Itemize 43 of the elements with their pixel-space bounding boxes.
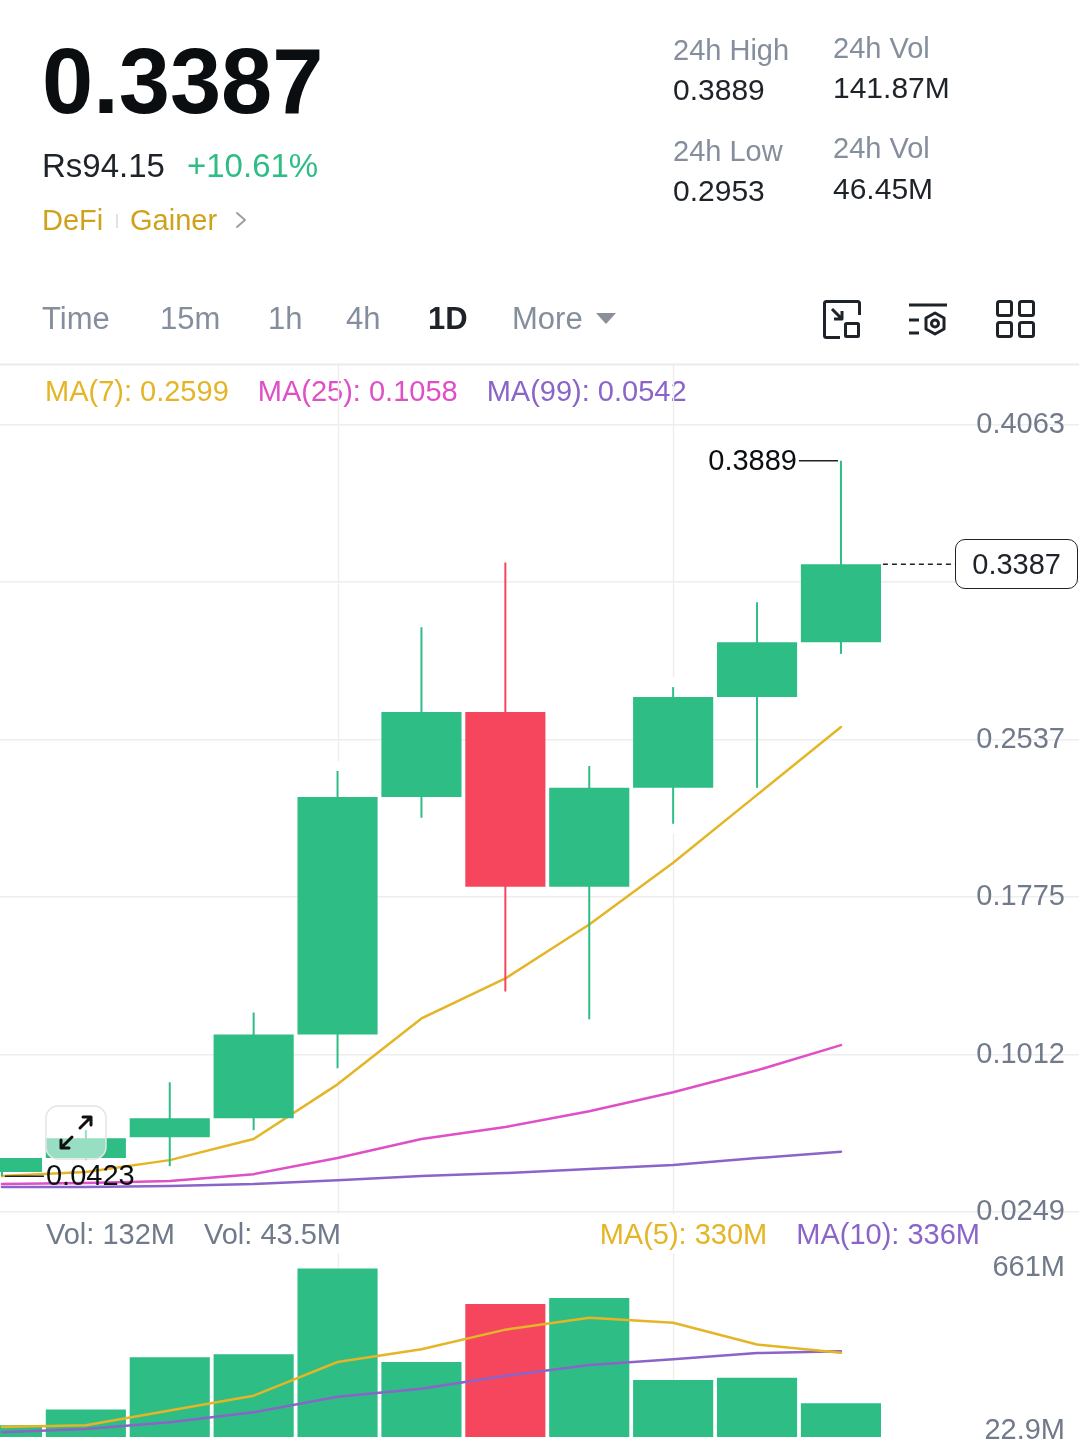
- text: MA(10): 336M: [796, 1218, 980, 1250]
- text: 1h: [268, 301, 303, 336]
- bar: [716, 1377, 798, 1437]
- text: 141.87M: [833, 71, 950, 104]
- text: +10.61%: [187, 147, 319, 184]
- text: 15m: [160, 301, 221, 336]
- bar: [297, 1268, 378, 1437]
- text: Rs94.15: [42, 147, 165, 184]
- text: DeFi: [42, 204, 104, 236]
- text: MA(5): 330M: [599, 1218, 768, 1250]
- y-tick-label: 0.4063: [976, 406, 1065, 439]
- text: MA(7): 0.2599: [45, 375, 229, 407]
- text: Vol: 43.5M: [203, 1218, 342, 1250]
- text: More: [512, 301, 583, 336]
- text: 24h High: [673, 34, 790, 66]
- text: Gainer: [130, 204, 218, 236]
- y-tick-label: 22.9M: [984, 1413, 1065, 1446]
- y-tick-label: 661M: [992, 1250, 1065, 1283]
- text: 46.45M: [833, 172, 934, 205]
- y-tick-label: 0.1012: [976, 1036, 1065, 1069]
- annotation: 0.3889: [708, 443, 797, 476]
- text: MA(25): 0.1058: [257, 375, 458, 407]
- text: MA(99): 0.0542: [486, 375, 687, 407]
- tag: 0.3387: [955, 539, 1078, 590]
- text: 24h Low: [673, 135, 783, 167]
- bar: [213, 1354, 294, 1437]
- y-tick-label: 0.1775: [976, 879, 1065, 912]
- bar: [381, 1362, 462, 1437]
- text: 24h Vol: [833, 132, 930, 164]
- text: 4h: [346, 301, 381, 336]
- bar: [549, 1298, 630, 1437]
- text: 0.3387: [42, 30, 324, 132]
- bar: [800, 1403, 882, 1437]
- text: 0.2953: [673, 174, 765, 207]
- text: 24h Vol: [833, 32, 930, 64]
- text: Vol: 132M: [46, 1218, 175, 1250]
- y-tick-label: 0.2537: [976, 721, 1065, 754]
- bar: [465, 1303, 546, 1437]
- text: 0.3889: [673, 73, 765, 106]
- bar: [129, 1357, 210, 1437]
- bar: [633, 1379, 714, 1437]
- text: Time: [42, 301, 110, 336]
- text: 1D: [428, 301, 468, 336]
